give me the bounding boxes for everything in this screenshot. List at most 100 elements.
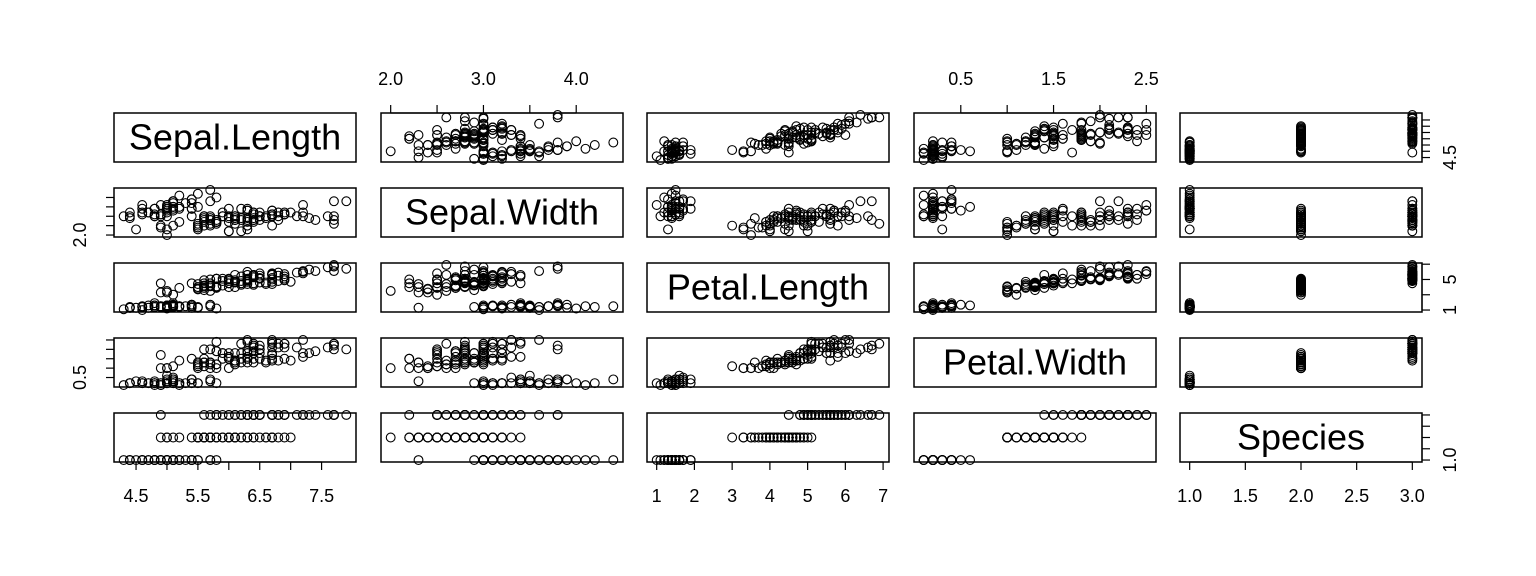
data-point bbox=[928, 205, 938, 216]
data-point bbox=[1407, 211, 1418, 222]
data-point bbox=[1113, 196, 1124, 207]
data-point bbox=[1407, 338, 1418, 349]
data-point bbox=[432, 147, 443, 158]
data-point bbox=[552, 374, 563, 385]
data-point bbox=[1030, 215, 1040, 225]
data-point bbox=[1067, 211, 1078, 222]
data-point bbox=[450, 357, 461, 368]
right-axis-species: 1.0 bbox=[1421, 414, 1460, 473]
data-point bbox=[180, 378, 191, 389]
data-point bbox=[829, 410, 839, 420]
data-point bbox=[1048, 215, 1059, 225]
data-point bbox=[432, 268, 443, 279]
data-point bbox=[1184, 185, 1195, 195]
top-axis-petal-width: 0.5 1.5 2.5 bbox=[948, 69, 1159, 114]
data-point bbox=[211, 216, 222, 227]
data-point bbox=[608, 374, 619, 385]
data-point bbox=[738, 224, 749, 235]
tick-label: 2.0 bbox=[1288, 486, 1313, 506]
tick-label: 2 bbox=[689, 486, 699, 506]
data-point bbox=[298, 207, 308, 218]
right-axis-sepal-length: 4.5 bbox=[1421, 119, 1460, 170]
data-point bbox=[918, 211, 929, 222]
data-point bbox=[1011, 432, 1022, 443]
data-point bbox=[267, 335, 278, 345]
data-point bbox=[1002, 140, 1013, 150]
data-point bbox=[1048, 280, 1059, 291]
data-point bbox=[918, 190, 929, 201]
data-point bbox=[955, 145, 966, 155]
diag-panel-species: Species bbox=[1179, 412, 1423, 463]
data-point bbox=[478, 266, 489, 277]
data-point bbox=[137, 455, 148, 465]
data-point bbox=[1020, 432, 1031, 443]
data-point bbox=[1094, 261, 1105, 272]
data-point bbox=[478, 127, 489, 138]
data-point bbox=[137, 207, 148, 218]
data-point bbox=[441, 282, 452, 293]
data-point bbox=[768, 432, 779, 443]
panel-frame bbox=[646, 262, 890, 313]
data-point bbox=[217, 353, 228, 364]
data-point bbox=[761, 136, 772, 147]
data-point bbox=[298, 268, 308, 279]
data-point bbox=[1122, 410, 1133, 420]
data-point bbox=[1048, 432, 1059, 443]
data-point bbox=[168, 289, 179, 300]
data-point bbox=[1141, 130, 1152, 140]
data-point bbox=[199, 275, 210, 286]
data-point bbox=[162, 302, 172, 312]
data-point bbox=[404, 410, 415, 420]
panel-petal-width-vs-sepal-width bbox=[380, 335, 624, 390]
data-point bbox=[918, 200, 929, 210]
data-point bbox=[199, 215, 210, 225]
data-point bbox=[267, 220, 278, 231]
data-point bbox=[155, 350, 166, 360]
data-point bbox=[1067, 432, 1078, 443]
data-point bbox=[124, 207, 135, 218]
data-point bbox=[534, 380, 545, 390]
data-point bbox=[298, 351, 308, 362]
data-point bbox=[1094, 196, 1105, 207]
data-point bbox=[946, 455, 957, 465]
panel-frame bbox=[380, 337, 624, 388]
data-point bbox=[955, 455, 966, 465]
data-point bbox=[242, 410, 253, 420]
data-point bbox=[242, 336, 253, 347]
data-point bbox=[798, 410, 809, 420]
data-point bbox=[304, 213, 315, 224]
data-point bbox=[441, 269, 452, 280]
data-point bbox=[515, 374, 526, 385]
data-point bbox=[192, 363, 203, 374]
data-point bbox=[506, 299, 517, 310]
data-point bbox=[155, 410, 166, 420]
data-point bbox=[806, 211, 817, 222]
data-point bbox=[1407, 344, 1418, 355]
data-point bbox=[1407, 131, 1418, 142]
tick-label: 2.5 bbox=[1344, 486, 1369, 506]
data-point bbox=[780, 224, 790, 235]
panel-frame bbox=[113, 412, 357, 463]
data-point bbox=[478, 148, 489, 159]
data-point bbox=[1122, 131, 1133, 142]
panel-frame bbox=[913, 187, 1157, 238]
data-point bbox=[1407, 216, 1418, 227]
panel-species-vs-sepal-width bbox=[380, 410, 624, 465]
data-point bbox=[1094, 273, 1105, 283]
data-point bbox=[825, 218, 836, 229]
data-point bbox=[469, 285, 480, 296]
data-point bbox=[813, 410, 824, 420]
data-point bbox=[810, 211, 821, 222]
data-point bbox=[524, 146, 535, 157]
data-point bbox=[1296, 125, 1306, 135]
data-point bbox=[478, 378, 489, 389]
data-point bbox=[186, 378, 197, 389]
data-point bbox=[832, 410, 843, 420]
data-point bbox=[242, 346, 253, 357]
data-point bbox=[441, 410, 452, 420]
data-point bbox=[450, 273, 461, 284]
data-point bbox=[727, 145, 738, 155]
panel-frame bbox=[913, 412, 1157, 463]
data-point bbox=[432, 125, 443, 135]
data-point bbox=[459, 130, 470, 140]
